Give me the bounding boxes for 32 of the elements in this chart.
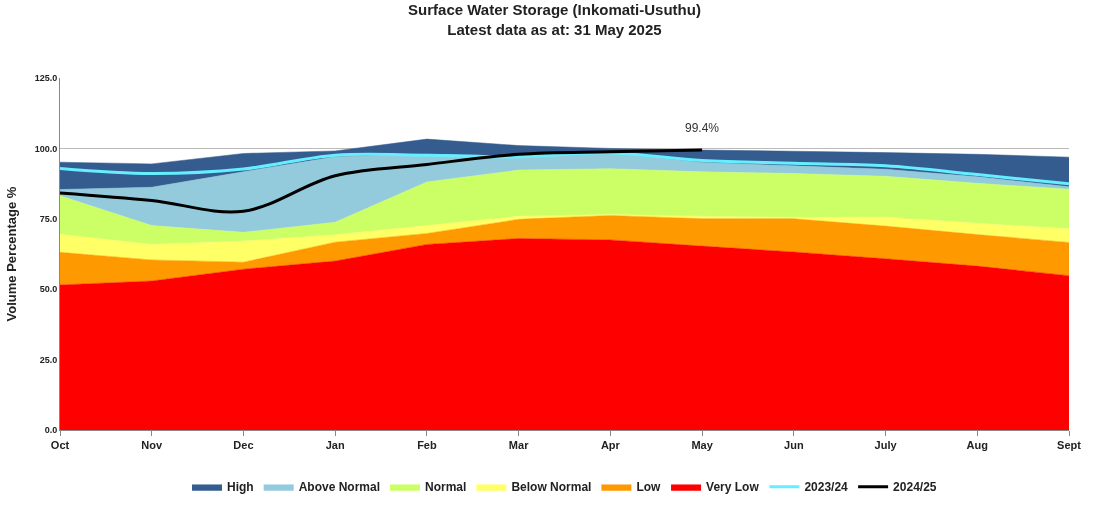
y-tick-label: 25.0 xyxy=(39,354,58,365)
legend-label: Low xyxy=(636,480,662,495)
chart-subtitle: Latest data as at: 31 May 2025 xyxy=(447,20,662,38)
line-series xyxy=(60,148,704,214)
y-tick-label: 125.0 xyxy=(34,73,58,84)
legend-label: Normal xyxy=(425,480,467,495)
x-tick-label: Oct xyxy=(50,439,70,452)
x-tick-label: Jun xyxy=(784,439,804,452)
legend-label: Above Normal xyxy=(298,480,381,495)
line-series xyxy=(60,151,1069,186)
legend-label: Very Low xyxy=(706,480,760,495)
x-tick-label: Jan xyxy=(325,439,345,452)
annotation: 99.4% xyxy=(685,121,720,135)
legend-label: 2024/25 xyxy=(893,480,937,495)
x-tick-label: Nov xyxy=(141,439,163,452)
x-tick-label: May xyxy=(691,439,714,452)
x-tick-label: Apr xyxy=(600,439,621,452)
x-tick-label: Dec xyxy=(233,439,254,452)
x-tick-label: Sept xyxy=(1057,439,1082,452)
y-tick-label: 0.0 xyxy=(44,425,58,436)
legend-label: Below Normal xyxy=(511,480,592,495)
x-tick-label: Aug xyxy=(966,439,988,452)
legend-label: High xyxy=(227,480,254,495)
legend-label: 2023/24 xyxy=(804,480,849,495)
y-tick-label: 100.0 xyxy=(34,143,58,154)
y-axis-title: Volume Percentage % xyxy=(3,186,19,322)
x-tick-label: Mar xyxy=(508,439,530,452)
y-tick-label: 50.0 xyxy=(39,284,58,295)
y-tick-label: 75.0 xyxy=(39,213,58,224)
x-tick-label: Feb xyxy=(417,439,437,452)
x-tick-label: July xyxy=(874,439,898,452)
chart-title: Surface Water Storage (Inkomati-Usuthu) xyxy=(408,1,701,19)
